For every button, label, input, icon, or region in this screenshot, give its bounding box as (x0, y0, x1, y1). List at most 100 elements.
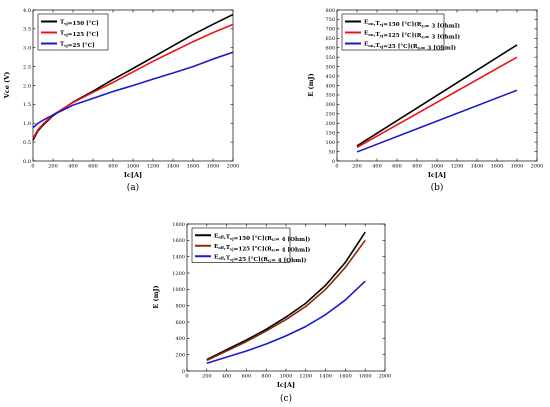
panel-b-ytick-label: 400 (325, 83, 335, 89)
panel-a-ytick-label: 0.0 (23, 159, 31, 165)
panel-c-xtick-label: 2000 (379, 374, 392, 380)
panel-b-series-1-line (356, 56, 518, 149)
panel-a-xtick-label: 1400 (167, 164, 180, 170)
panel-b-ytick-label: 800 (325, 8, 335, 14)
panel-a-plot: 0 200 400 600 800 1000 1200 1400 1600 1800 2000 0.0… (23, 8, 239, 170)
panel-a-xtick-label: 2000 (227, 164, 240, 170)
panel-c-xtick-label: 400 (222, 374, 232, 380)
panel-b-ytick-label: 550 (325, 55, 335, 61)
panel-b-legend-label: Eon,Tvj=150 [°C](RG= 3 [Ohm]) (364, 20, 460, 30)
panel-b-ytick-label: 50 (329, 149, 335, 155)
panel-c-plot: 0 200 400 600 800 1000 1200 1400 1600 1800 2000 0 20… (172, 222, 391, 380)
panel-b-ytick-label: 300 (325, 102, 335, 108)
panel-c-ytick-label: 0 (182, 369, 185, 375)
panel-a-ytick-label: 4.0 (23, 8, 31, 14)
panel-c-xtick-label: 1200 (299, 374, 312, 380)
panel-a-ytick-label: 0.5 (23, 140, 31, 146)
panel-b-ytick-label: 0 (332, 159, 335, 165)
panel-a-series-1-line (32, 23, 234, 139)
panel-b-xtick-label: 1800 (511, 164, 524, 170)
panel-a-ytick-label: 3.5 (23, 27, 31, 33)
panel-a-xtick-label: 1000 (127, 164, 140, 170)
panel-a-xtick-label: 1200 (147, 164, 160, 170)
panel-b-xtick-label: 200 (352, 164, 362, 170)
panel-a-xtick-label: 800 (108, 164, 118, 170)
panel-b-ytick-label: 450 (325, 74, 335, 80)
panel-b: 0 200 400 600 800 1000 1200 1400 1600 1800 2000 0 50… (307, 8, 543, 193)
panel-c-ytick-label: 800 (175, 303, 185, 309)
panel-c-ytick-label: 1800 (172, 222, 185, 228)
panel-c-ytick-label: 400 (175, 336, 185, 342)
panel-a-xtick-label: 400 (68, 164, 78, 170)
panel-a-legend-label: Tvj=150 [°C] (60, 20, 99, 27)
panel-c-ytick-label: 200 (175, 352, 185, 358)
panel-c: 0 200 400 600 800 1000 1200 1400 1600 1800 2000 0 20… (152, 222, 391, 404)
panel-b-xtick-label: 1600 (491, 164, 504, 170)
panel-b-ytick-label: 250 (325, 112, 335, 118)
panel-c-legend-label: Eoff,Tvj=25 [°C](RG= 4 [Ohm]) (214, 254, 307, 264)
panel-a-xtick-label: 200 (48, 164, 58, 170)
panel-c-legend-label: Eoff,Tvj=150 [°C](RG= 4 [Ohm]) (214, 233, 311, 243)
panel-c-ytick-label: 1000 (172, 287, 185, 293)
panel-b-ytick-label: 750 (325, 17, 335, 23)
panel-b-xtick-label: 1200 (451, 164, 464, 170)
panel-b-xtick-label: 0 (335, 164, 338, 170)
panel-c-series-2-line (206, 280, 366, 365)
panel-a-legend-label: Tvj=125 [°C] (60, 31, 99, 38)
panel-c-series-1-line (206, 239, 366, 362)
panel-b-ytick-label: 600 (325, 46, 335, 52)
panel-b-ytick-label: 150 (325, 130, 335, 136)
panel-a: 0 200 400 600 800 1000 1200 1400 1600 1800 2000 0.0… (3, 8, 239, 193)
panel-b-legend-label: Eon,Tvj=25 [°C](RG= 3 [Ohm]) (364, 42, 456, 52)
panel-a-xtick-label: 0 (31, 164, 34, 170)
panel-c-series-0-line (206, 231, 366, 361)
panel-a-ytick-label: 1.5 (23, 102, 31, 108)
panel-c-xtick-label: 800 (261, 374, 271, 380)
panel-a-ytick-label: 2.0 (23, 83, 31, 89)
panel-b-xtick-label: 1000 (431, 164, 444, 170)
panel-c-ytick-label: 1200 (172, 271, 185, 277)
panel-b-xtick-label: 800 (412, 164, 422, 170)
panel-a-xtick-label: 1600 (187, 164, 200, 170)
panel-c-xlabel: Ic[A] (277, 381, 295, 389)
panel-c-xtick-label: 0 (185, 374, 188, 380)
panel-b-xlabel: Ic[A] (428, 171, 446, 179)
panel-c-legend-label: Eoff,Tvj=125 [°C](RG= 4 [Ohm]) (214, 244, 311, 254)
panel-c-ytick-label: 1400 (172, 254, 185, 260)
panel-b-plot: 0 200 400 600 800 1000 1200 1400 1600 1800 2000 0 50… (325, 8, 543, 170)
panel-a-legend-label: Tvj=25 [°C] (60, 42, 95, 49)
panel-c-caption: (c) (280, 393, 292, 404)
panel-b-series-2-line (356, 89, 518, 153)
panel-b-ytick-label: 700 (325, 27, 335, 33)
panel-a-ytick-label: 3.0 (23, 46, 31, 52)
panel-a-series-2-line (32, 51, 234, 129)
panel-c-xtick-label: 200 (202, 374, 212, 380)
panel-c-ylabel: E (mJ) (152, 285, 160, 308)
panel-b-xtick-label: 2000 (531, 164, 544, 170)
panel-b-caption: (b) (431, 182, 444, 193)
panel-b-ytick-label: 650 (325, 36, 335, 42)
panel-c-xtick-label: 1600 (339, 374, 352, 380)
panel-b-xtick-label: 400 (372, 164, 382, 170)
panel-b-series-0-line (356, 44, 518, 147)
panel-a-ytick-label: 2.5 (23, 64, 31, 70)
panel-c-ytick-label: 600 (175, 320, 185, 326)
panel-b-legend-label: Eon,Tvj=125 [°C](RG= 3 [Ohm]) (364, 31, 460, 41)
panel-b-ytick-label: 200 (325, 121, 335, 127)
panel-b-ylabel: E (mJ) (307, 73, 315, 96)
panel-a-ylabel: Vce (V) (3, 72, 11, 100)
panel-b-ytick-label: 350 (325, 93, 335, 99)
panel-a-xtick-label: 1800 (207, 164, 220, 170)
panel-b-xtick-label: 600 (392, 164, 402, 170)
panel-b-xtick-label: 1400 (471, 164, 484, 170)
panel-a-caption: (a) (127, 182, 139, 193)
panel-c-xtick-label: 1800 (359, 374, 372, 380)
panel-c-xtick-label: 1400 (319, 374, 332, 380)
panel-a-xlabel: Ic[A] (124, 171, 142, 179)
panel-a-ytick-label: 1.0 (23, 121, 31, 127)
panel-b-ytick-label: 100 (325, 140, 335, 146)
panel-c-ytick-label: 1600 (172, 238, 185, 244)
panel-c-xtick-label: 600 (242, 374, 252, 380)
panel-a-xtick-label: 600 (88, 164, 98, 170)
